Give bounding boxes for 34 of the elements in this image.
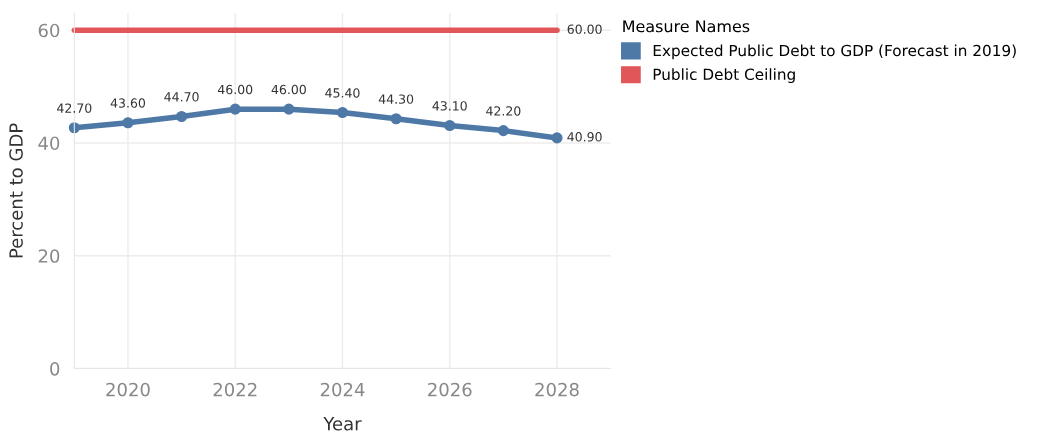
x-tick-label: 2022: [213, 382, 257, 397]
data-label: 40.90: [567, 132, 602, 142]
point: [551, 132, 563, 144]
data-label: 44.70: [164, 92, 199, 102]
x-tick-label: 2024: [320, 382, 365, 397]
point: [229, 103, 241, 115]
data-label: 43.10: [432, 101, 467, 111]
legend-title: Measure Names: [623, 20, 750, 33]
point: [390, 113, 402, 125]
point: [497, 125, 509, 137]
data-label: 60.00: [567, 24, 602, 34]
point: [283, 103, 295, 115]
legend-label: Expected Public Debt to GDP (Forecast in 2019): [653, 44, 1016, 60]
y-tick-label: 20: [38, 249, 60, 263]
y-tick-label: 40: [38, 136, 60, 151]
data-label: 43.60: [110, 98, 146, 108]
point: [122, 117, 134, 129]
point: [444, 119, 456, 132]
data-label: 45.40: [325, 88, 360, 98]
y-axis-title: Percent to GDP: [9, 123, 23, 258]
y-tick-label: 0: [50, 361, 60, 376]
y-tick-label: 60: [38, 23, 60, 38]
x-axis-title: Year: [323, 417, 362, 431]
x-tick-label: 2026: [428, 382, 472, 397]
point: [336, 106, 349, 119]
x-tick-label: 2020: [106, 382, 150, 397]
data-label: 46.00: [217, 84, 253, 95]
data-label: 42.20: [486, 106, 521, 116]
legend-label: Public Debt Ceiling: [653, 68, 795, 84]
x-tick-label: 2028: [535, 382, 579, 397]
data-label: 46.00: [271, 84, 306, 95]
data-label: 44.30: [378, 94, 414, 104]
data-label: 42.70: [57, 103, 92, 113]
point: [176, 110, 188, 123]
